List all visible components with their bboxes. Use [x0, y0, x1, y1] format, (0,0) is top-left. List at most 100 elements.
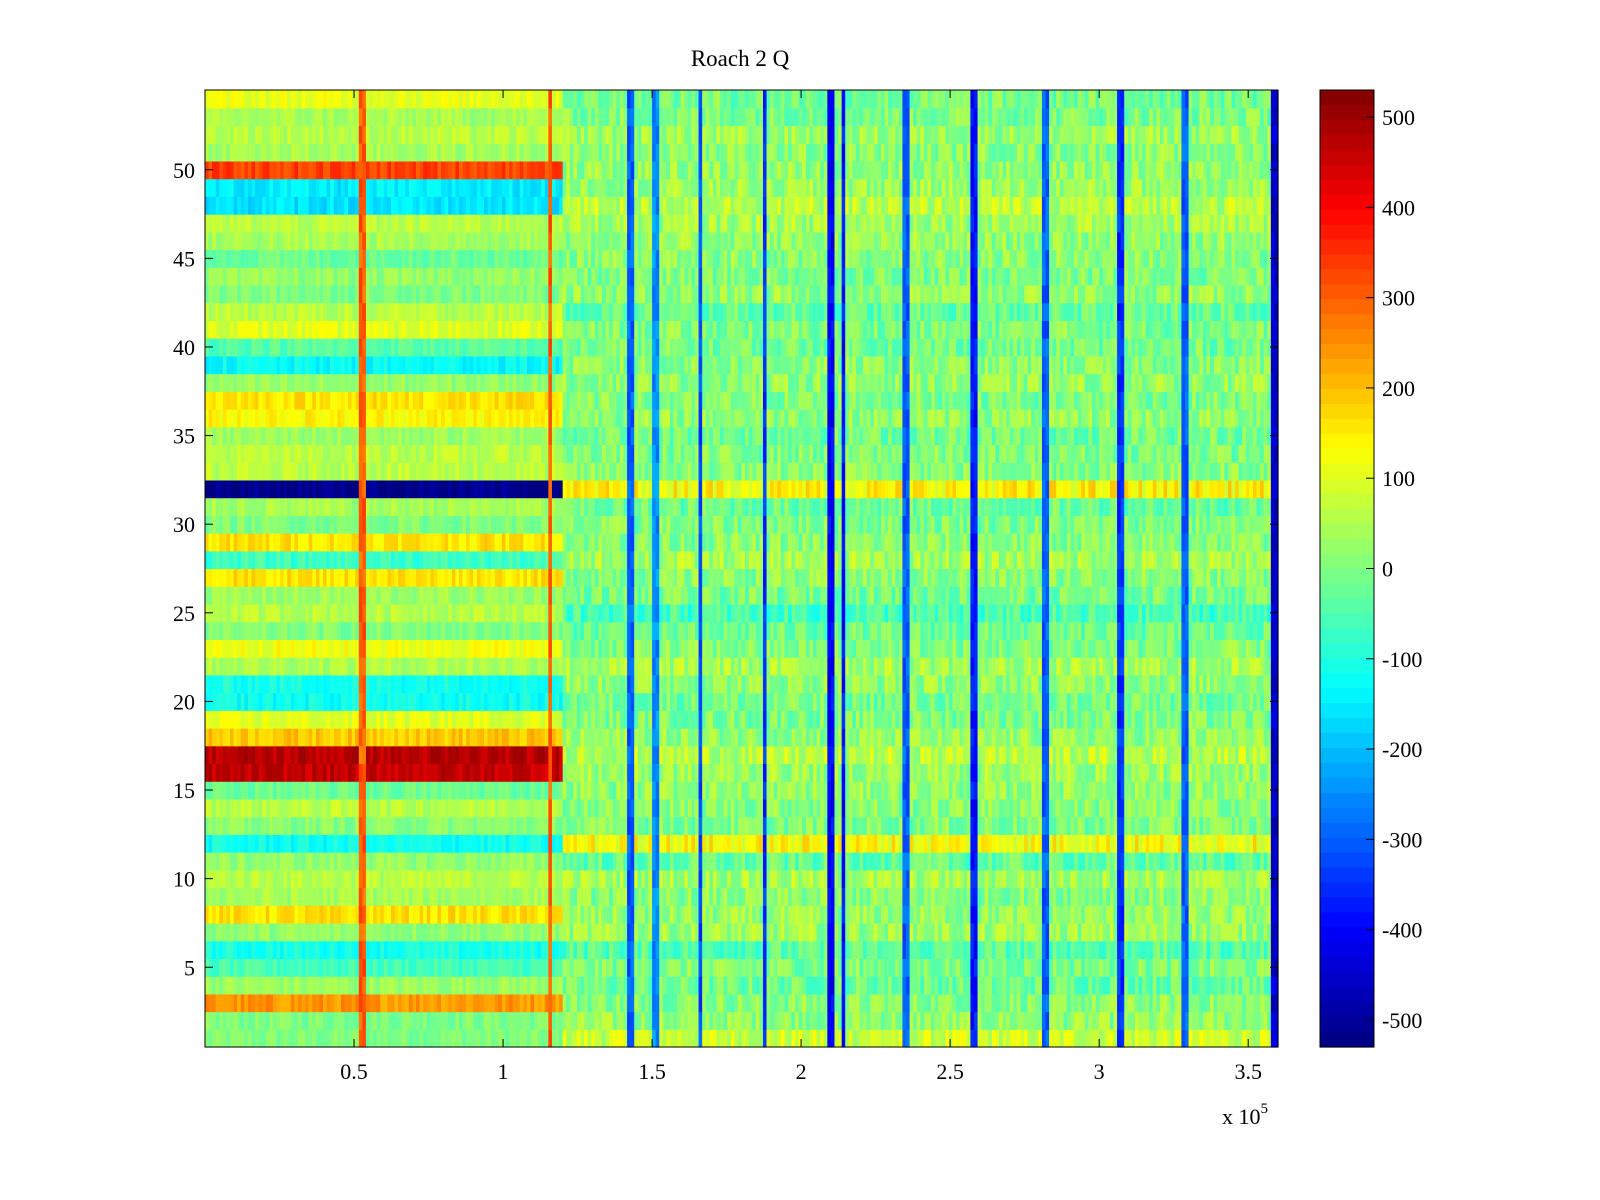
- heatmap-cell: [1092, 763, 1097, 782]
- heatmap-cell: [505, 763, 510, 782]
- heatmap-cell: [598, 976, 603, 995]
- heatmap-cell: [1270, 834, 1276, 853]
- heatmap-cell: [394, 816, 399, 835]
- heatmap-cell: [1145, 1029, 1150, 1048]
- heatmap-cell: [1134, 1029, 1140, 1048]
- heatmap-cell: [315, 887, 321, 906]
- heatmap-cell: [895, 887, 900, 906]
- heatmap-cell: [340, 745, 346, 765]
- heatmap-cell: [448, 922, 453, 942]
- heatmap-cell: [695, 1011, 700, 1030]
- heatmap-cell: [416, 1029, 421, 1048]
- heatmap-cell: [251, 834, 256, 853]
- heatmap-cell: [873, 763, 879, 782]
- heatmap-cell: [963, 976, 968, 995]
- heatmap-cell: [938, 905, 943, 924]
- heatmap-cell: [591, 798, 596, 818]
- heatmap-cell: [480, 816, 485, 835]
- heatmap-cell: [984, 887, 989, 906]
- heatmap-cell: [237, 816, 242, 835]
- heatmap-cell: [501, 798, 507, 818]
- heatmap-cell: [444, 1011, 449, 1030]
- heatmap-cell: [330, 976, 335, 995]
- heatmap-cell: [294, 852, 299, 871]
- heatmap-cell: [598, 816, 603, 835]
- heatmap-cell: [430, 940, 435, 959]
- heatmap-cell: [1106, 763, 1111, 782]
- heatmap-cell: [215, 887, 220, 906]
- heatmap-cell: [534, 993, 539, 1013]
- heatmap-cell: [466, 834, 471, 853]
- heatmap-cell: [222, 993, 228, 1013]
- heatmap-cell: [262, 781, 267, 800]
- heatmap-cell: [444, 869, 449, 889]
- heatmap-cell: [855, 816, 861, 835]
- heatmap-cell: [863, 1029, 868, 1048]
- heatmap-cell: [344, 798, 349, 818]
- heatmap-cell: [1188, 993, 1193, 1013]
- heatmap-cell: [344, 993, 349, 1013]
- heatmap-cell: [526, 1011, 532, 1030]
- heatmap-cell: [369, 940, 374, 959]
- heatmap-cell: [1056, 816, 1061, 835]
- heatmap-cell: [827, 1029, 832, 1048]
- heatmap-cell: [584, 940, 589, 959]
- heatmap-cell: [1006, 1029, 1011, 1048]
- heatmap-cell: [923, 816, 929, 835]
- heatmap-cell: [509, 993, 514, 1013]
- heatmap-cell: [1002, 852, 1007, 871]
- heatmap-cell: [1213, 763, 1218, 782]
- heatmap-cell: [648, 922, 653, 942]
- heatmap-cell: [208, 887, 213, 906]
- heatmap-cell: [530, 905, 535, 924]
- heatmap-cell: [1092, 905, 1097, 924]
- heatmap-cell: [913, 869, 918, 889]
- heatmap-cell: [462, 993, 467, 1013]
- heatmap-cell: [612, 745, 617, 765]
- heatmap-cell: [1238, 958, 1243, 977]
- heatmap-cell: [491, 905, 496, 924]
- heatmap-cell: [433, 869, 439, 889]
- heatmap-cell: [855, 940, 861, 959]
- heatmap-cell: [648, 745, 653, 765]
- heatmap-cell: [602, 781, 607, 800]
- heatmap-cell: [945, 922, 950, 942]
- heatmap-cell: [315, 798, 321, 818]
- heatmap-cell: [1252, 958, 1258, 977]
- heatmap-cell: [305, 781, 310, 800]
- heatmap-cell: [973, 887, 979, 906]
- heatmap-cell: [1117, 781, 1122, 800]
- heatmap-cell: [233, 869, 238, 889]
- heatmap-cell: [745, 745, 750, 765]
- heatmap-cell: [358, 958, 363, 977]
- heatmap-cell: [798, 798, 803, 818]
- heatmap-cell: [873, 798, 879, 818]
- heatmap-cell: [691, 781, 696, 800]
- heatmap-cell: [691, 852, 696, 871]
- heatmap-cell: [666, 958, 671, 977]
- heatmap-cell: [437, 781, 442, 800]
- heatmap-cell: [959, 976, 964, 995]
- heatmap-cell: [1235, 852, 1240, 871]
- heatmap-cell: [616, 852, 621, 871]
- heatmap-cell: [623, 993, 628, 1013]
- heatmap-cell: [222, 1011, 228, 1030]
- heatmap-cell: [312, 887, 317, 906]
- heatmap-cell: [870, 798, 875, 818]
- heatmap-cell: [1016, 887, 1022, 906]
- heatmap-cell: [269, 798, 274, 818]
- heatmap-cell: [272, 976, 278, 995]
- heatmap-cell: [970, 940, 975, 959]
- heatmap-cell: [365, 852, 371, 871]
- heatmap-cell: [301, 816, 306, 835]
- heatmap-cell: [877, 993, 882, 1013]
- heatmap-cell: [444, 816, 449, 835]
- heatmap-cell: [1181, 993, 1186, 1013]
- heatmap-cell: [1120, 816, 1125, 835]
- heatmap-cell: [283, 798, 288, 818]
- heatmap-cell: [619, 1011, 625, 1030]
- heatmap-cell: [902, 887, 907, 906]
- heatmap-cell: [469, 1011, 474, 1030]
- heatmap-cell: [230, 798, 235, 818]
- heatmap-cell: [458, 852, 464, 871]
